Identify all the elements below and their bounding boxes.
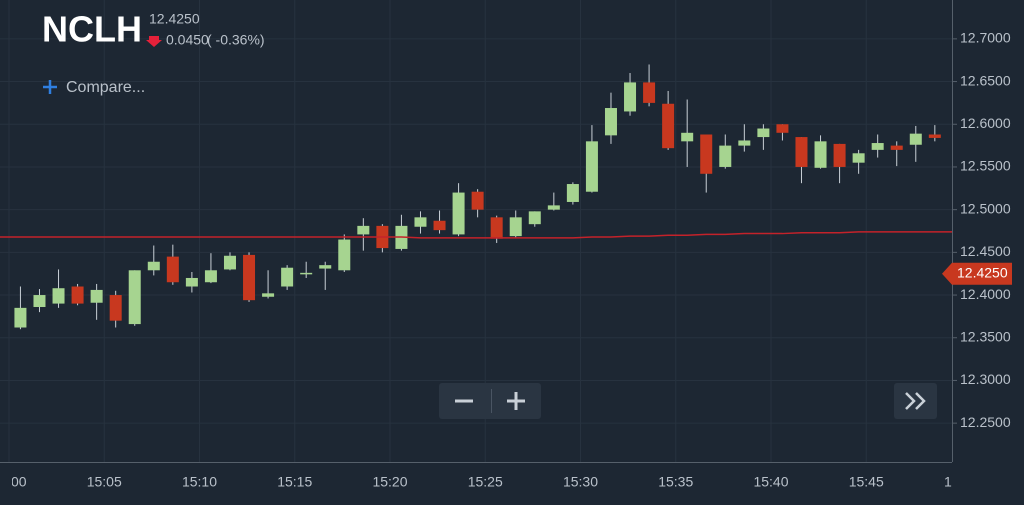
candle-body	[128, 270, 141, 325]
candle-body	[147, 261, 160, 271]
y-tick-label: 12.5500	[960, 158, 1011, 174]
y-axis: 12.2500 12.3000 12.3500 12.4000 12.4500 12.50…	[942, 30, 1012, 430]
candle-body	[624, 82, 637, 112]
candle-body	[585, 141, 598, 192]
candle-body	[681, 132, 694, 142]
candle-body	[547, 205, 560, 210]
candle-body	[566, 184, 579, 202]
candle-body	[338, 239, 351, 271]
candle-body	[795, 137, 808, 167]
compare-button[interactable]: Compare...	[43, 79, 145, 96]
x-tick-label: 15:40	[753, 474, 788, 490]
candle-body	[300, 272, 313, 275]
candle-body	[433, 220, 446, 231]
candle-body	[452, 192, 465, 235]
zoom-control	[439, 383, 541, 419]
candle-body	[90, 289, 103, 303]
candle-body	[852, 153, 865, 163]
candle-body	[109, 295, 122, 321]
candle-body	[776, 124, 789, 133]
candle-body	[662, 103, 675, 149]
candle-body	[814, 141, 827, 168]
x-tick-label: 15:45	[849, 474, 884, 490]
y-tick-label: 12.7000	[960, 30, 1011, 46]
down-arrow-icon	[146, 36, 162, 47]
candle-body	[757, 128, 770, 138]
x-tick-label: 15:15	[277, 474, 312, 490]
change-percent: ( -0.36%)	[207, 32, 265, 48]
candle-body	[52, 288, 65, 304]
candle-body	[204, 270, 217, 283]
candle-body	[319, 265, 332, 269]
candle-body	[909, 133, 922, 145]
x-tick-label: 15:00	[0, 474, 27, 490]
x-tick-label: 15:50	[944, 474, 979, 490]
candle-body	[604, 108, 617, 136]
candle-body	[700, 134, 713, 174]
change: 0.0450	[166, 32, 209, 48]
y-tick-label: 12.4500	[960, 243, 1011, 259]
y-tick-label: 12.6000	[960, 115, 1011, 131]
candle-body	[223, 255, 236, 270]
plot-area	[0, 64, 952, 330]
plus-icon	[43, 80, 57, 94]
candle-body	[262, 293, 275, 297]
overlay-line	[0, 231, 952, 239]
compare-label: Compare...	[66, 79, 145, 96]
candle-body	[738, 140, 751, 146]
candle-body	[71, 286, 84, 304]
y-tick-label: 12.3000	[960, 371, 1011, 387]
x-tick-label: 15:35	[658, 474, 693, 490]
x-axis: 15:00 15:05 15:10 15:15 15:20 15:25 15:30 15:35…	[0, 474, 979, 490]
candle-body	[890, 145, 903, 150]
x-tick-label: 15:20	[372, 474, 407, 490]
candle-body	[490, 217, 503, 239]
candle-body	[166, 256, 179, 283]
candle-body	[357, 225, 370, 235]
plus-icon	[507, 392, 525, 410]
y-tick-label: 12.4000	[960, 286, 1011, 302]
last-price-label: 12.4250	[957, 264, 1008, 280]
candle-body	[871, 143, 884, 150]
x-tick-label: 15:30	[563, 474, 598, 490]
x-tick-label: 15:10	[182, 474, 217, 490]
chevrons-icon	[905, 392, 926, 410]
candle-body	[719, 145, 732, 167]
candle-body	[243, 254, 256, 301]
y-tick-label: 12.6500	[960, 72, 1011, 88]
y-tick-label: 12.5000	[960, 200, 1011, 216]
symbol: NCLH	[42, 9, 142, 50]
candle-body	[281, 267, 294, 287]
candle-body	[509, 217, 522, 237]
candle-body	[471, 191, 484, 210]
scroll-to-end-button[interactable]	[894, 383, 937, 419]
candle-body	[33, 295, 46, 308]
price: 12.4250	[149, 11, 200, 27]
candle-body	[185, 277, 198, 287]
y-tick-label: 12.2500	[960, 414, 1011, 430]
candle-body	[14, 307, 27, 328]
x-tick-label: 15:25	[468, 474, 503, 490]
candle-body	[833, 143, 846, 167]
candle-body	[414, 217, 427, 227]
candle-body	[643, 82, 656, 103]
y-tick-label: 12.3500	[960, 328, 1011, 344]
candle-body	[528, 211, 541, 225]
last-price-tag	[942, 262, 1012, 285]
candle-body	[928, 134, 941, 138]
x-tick-label: 15:05	[87, 474, 122, 490]
zoom-in-button[interactable]	[507, 392, 525, 410]
